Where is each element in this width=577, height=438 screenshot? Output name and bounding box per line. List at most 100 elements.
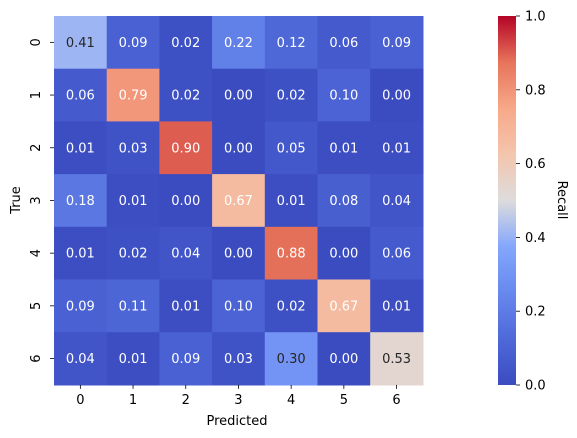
cell-value-label: 0.09	[66, 299, 95, 314]
heatmap-cell	[159, 332, 213, 386]
cell-value-label: 0.03	[224, 352, 253, 367]
heatmap-cell	[106, 279, 160, 333]
cell-value-label: 0.06	[66, 89, 95, 104]
heatmap-cell	[264, 332, 319, 386]
cell-value-label: 0.09	[382, 36, 411, 51]
cell-value-label: 0.00	[329, 247, 358, 262]
x-tick-label: 4	[287, 393, 295, 408]
heatmap-cell	[106, 16, 160, 70]
heatmap-cell	[106, 68, 160, 122]
heatmap-cell	[159, 279, 213, 333]
y-tick-label: 0	[29, 38, 44, 46]
y-axis-label: True	[9, 186, 24, 215]
heatmap-cell	[54, 226, 108, 281]
colorbar: 0.0 0.2 0.4 0.6 0.8 1.0	[498, 10, 546, 394]
cell-value-label: 0.00	[171, 194, 200, 209]
heatmap-cell	[264, 16, 319, 70]
cell-value-label: 0.10	[224, 299, 253, 314]
heatmap-cell	[54, 68, 108, 122]
cell-value-label: 0.01	[171, 299, 200, 314]
heatmap-cell	[317, 279, 371, 333]
cell-value-label: 0.01	[66, 247, 95, 262]
cell-value-label: 0.01	[382, 299, 411, 314]
heatmap-cell	[370, 174, 424, 228]
cell-value-label: 0.06	[382, 247, 411, 262]
heatmap-cell	[264, 174, 319, 228]
y-tick-label: 6	[29, 354, 44, 362]
heatmap-cell	[264, 68, 319, 122]
cell-value-label: 0.00	[224, 141, 253, 156]
cell-value-label: 0.04	[66, 352, 95, 367]
y-axis-ticks: 0 1 2 3 4 5 6	[29, 38, 54, 363]
heatmap-cell	[159, 121, 213, 175]
x-tick-label: 6	[392, 393, 400, 408]
heatmap-cell	[317, 332, 371, 386]
cell-value-label: 0.08	[329, 194, 358, 209]
y-tick-label: 3	[29, 196, 44, 204]
heatmap-cell	[370, 226, 424, 281]
cell-value-label: 0.30	[277, 352, 306, 367]
cell-value-label: 0.90	[171, 141, 200, 156]
colorbar-tick-label: 0.6	[525, 157, 546, 172]
cell-value-label: 0.00	[382, 89, 411, 104]
heatmap-cell	[54, 279, 108, 333]
colorbar-label: Recall	[554, 181, 569, 220]
cell-value-label: 0.04	[382, 194, 411, 209]
cell-value-label: 0.01	[119, 352, 148, 367]
heatmap-cell	[159, 226, 213, 281]
cell-value-label: 0.41	[66, 36, 95, 51]
heatmap-cell	[54, 16, 108, 70]
heatmap-cell	[370, 68, 424, 122]
y-tick-label: 1	[29, 91, 44, 99]
cell-value-label: 0.01	[277, 194, 306, 209]
heatmap-cell	[317, 121, 371, 175]
cell-value-label: 0.01	[66, 141, 95, 156]
heatmap-cell	[212, 121, 266, 175]
x-tick-label: 3	[234, 393, 242, 408]
cell-value-label: 0.09	[119, 36, 148, 51]
colorbar-tick-label: 0.0	[525, 379, 546, 394]
cell-value-label: 0.18	[66, 194, 95, 209]
heatmap-cell	[159, 16, 213, 70]
cell-value-label: 0.11	[119, 299, 148, 314]
cell-value-label: 0.02	[171, 89, 200, 104]
x-axis-label: Predicted	[206, 414, 267, 429]
cell-value-label: 0.02	[171, 36, 200, 51]
heatmap-cell	[370, 16, 424, 70]
colorbar-ticks: 0.0 0.2 0.4 0.6 0.8 1.0	[516, 10, 546, 394]
cell-value-label: 0.10	[329, 89, 358, 104]
cell-value-label: 0.67	[224, 194, 253, 209]
heatmap-cell	[54, 121, 108, 175]
heatmap-cell	[212, 68, 266, 122]
y-tick-label: 2	[29, 144, 44, 152]
heatmap-cell	[106, 226, 160, 281]
cell-value-label: 0.79	[119, 89, 148, 104]
y-tick-label: 4	[29, 249, 44, 257]
cell-value-label: 0.02	[277, 89, 306, 104]
heatmap-cell	[317, 68, 371, 122]
cell-value-label: 0.22	[224, 36, 253, 51]
cell-value-label: 0.03	[119, 141, 148, 156]
cell-value-label: 0.02	[119, 247, 148, 262]
heatmap-cell	[212, 332, 266, 386]
cell-value-label: 0.00	[224, 247, 253, 262]
cell-value-label: 0.06	[329, 36, 358, 51]
cell-value-label: 0.02	[277, 299, 306, 314]
heatmap-cell	[370, 279, 424, 333]
cell-value-label: 0.00	[224, 89, 253, 104]
heatmap-cell	[212, 16, 266, 70]
heatmap-cell	[264, 121, 319, 175]
colorbar-tick-label: 1.0	[525, 10, 546, 25]
heatmap-cell	[212, 279, 266, 333]
heatmap-cell	[159, 174, 213, 228]
x-axis-ticks: 0 1 2 3 4 5 6	[76, 384, 401, 408]
heatmap-cell	[106, 332, 160, 386]
heatmap-cell	[106, 121, 160, 175]
colorbar-gradient	[498, 16, 516, 385]
cell-value-label: 0.01	[119, 194, 148, 209]
heatmap-cell	[317, 16, 371, 70]
cell-value-label: 0.09	[171, 352, 200, 367]
cell-value-label: 0.12	[277, 36, 306, 51]
cell-value-label: 0.00	[329, 352, 358, 367]
